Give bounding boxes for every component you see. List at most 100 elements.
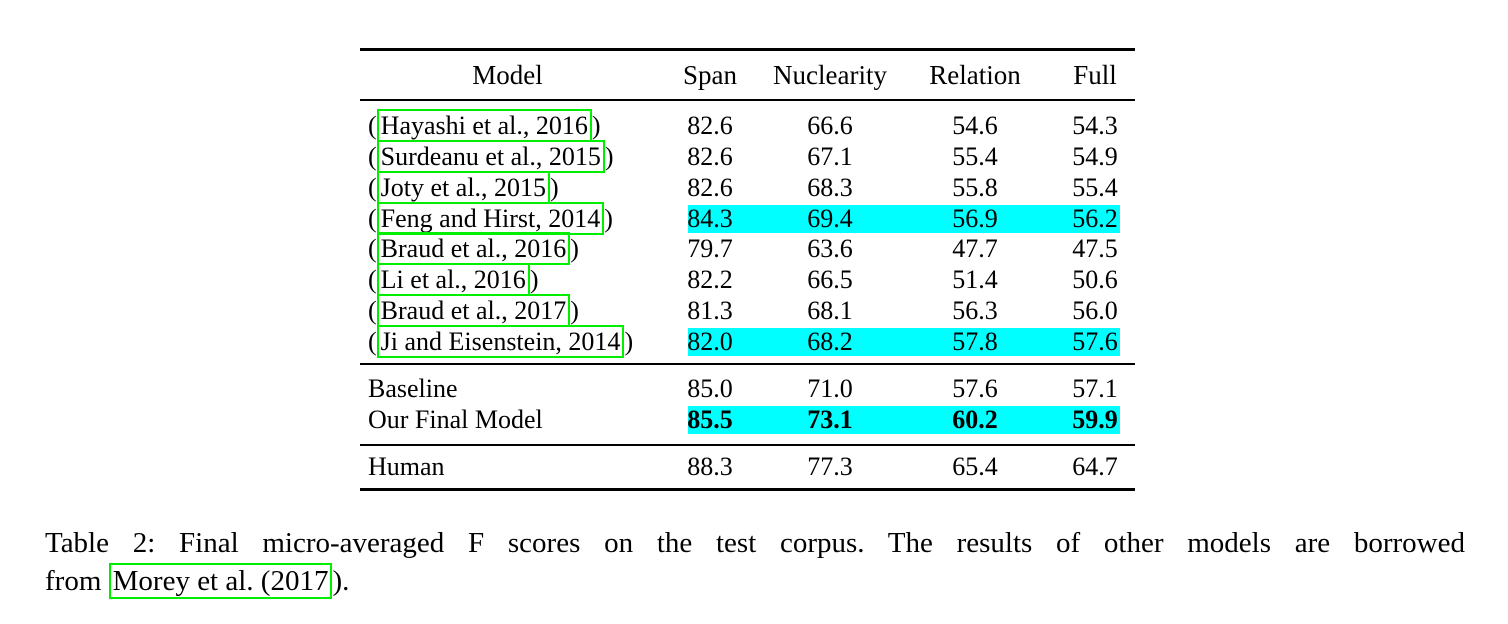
score-cell: 79.7 — [687, 234, 733, 264]
model-cell: Baseline — [368, 374, 458, 404]
score-cell: 69.4 — [807, 203, 853, 233]
score-cells: 85.5 73.1 60.2 59.9 — [655, 405, 1135, 435]
score-cells: 88.3 77.3 65.4 64.7 — [655, 452, 1135, 482]
score-cell: 71.0 — [807, 374, 853, 404]
header-span: Span — [683, 59, 737, 90]
model-cell: Our Final Model — [368, 405, 543, 435]
citation-link[interactable]: Braud et al., 2017 — [376, 293, 571, 327]
score-cell: 57.6 — [952, 374, 998, 404]
score-cell: 47.7 — [952, 234, 998, 264]
score-cells: 84.3 69.4 56.9 56.2 — [655, 204, 1135, 234]
score-cell: 82.0 — [687, 326, 733, 356]
model-cell: (Li et al., 2016) — [368, 263, 539, 297]
table-row: (Braud et al., 2016) 79.7 63.6 47.7 47.5 — [360, 232, 1135, 266]
score-cell: 55.8 — [952, 172, 998, 202]
score-cell: 55.4 — [952, 142, 998, 172]
table-row: Our Final Model 85.5 73.1 60.2 59.9 — [360, 405, 1135, 436]
table-group-human: Human 88.3 77.3 65.4 64.7 — [360, 446, 1135, 489]
score-cells: 82.2 66.5 51.4 50.6 — [655, 265, 1135, 295]
score-cell: 73.1 — [807, 405, 853, 435]
score-cell: 47.5 — [1072, 234, 1118, 264]
citation-link[interactable]: Joty et al., 2015 — [376, 170, 551, 204]
table-row: (Joty et al., 2015) 82.6 68.3 55.8 55.4 — [360, 170, 1135, 204]
citation-link[interactable]: Surdeanu et al., 2015 — [376, 140, 605, 174]
model-cell: (Ji and Eisenstein, 2014) — [368, 324, 634, 358]
score-cell: 54.6 — [952, 111, 998, 141]
results-table: Model Span Nuclearity Relation Full (Hay… — [360, 48, 1135, 492]
table-bottom-rule — [360, 488, 1135, 492]
model-cell: (Braud et al., 2016) — [368, 232, 579, 266]
score-cell: 54.9 — [1072, 142, 1118, 172]
score-cell: 88.3 — [687, 451, 733, 481]
header-relation: Relation — [929, 59, 1021, 90]
model-cell: (Surdeanu et al., 2015) — [368, 140, 614, 174]
group-separator-rule — [360, 443, 1135, 446]
score-cell: 81.3 — [687, 295, 733, 325]
citation-link[interactable]: Feng and Hirst, 2014 — [376, 201, 605, 235]
table-caption: Table 2: Final micro-averaged F scores o… — [45, 524, 1465, 600]
header-nuclearity: Nuclearity — [773, 59, 887, 90]
score-cell: 85.0 — [687, 374, 733, 404]
score-cell: 82.6 — [687, 142, 733, 172]
citation-link[interactable]: Hayashi et al., 2016 — [376, 109, 592, 143]
score-cells: 82.0 68.2 57.8 57.6 — [655, 327, 1135, 357]
score-cell: 63.6 — [807, 234, 853, 264]
citation-link-morey-2017[interactable]: Morey et al. (2017 — [108, 563, 333, 599]
score-cell: 66.5 — [807, 265, 853, 295]
score-cell: 57.6 — [1072, 326, 1118, 356]
score-cells: 81.3 68.1 56.3 56.0 — [655, 296, 1135, 326]
score-cell: 50.6 — [1072, 265, 1118, 295]
caption-line2-suffix: ). — [332, 565, 350, 597]
score-cells: 79.7 63.6 47.7 47.5 — [655, 234, 1135, 264]
score-cell: 64.7 — [1072, 451, 1118, 481]
caption-line-2: from Morey et al. (2017). — [45, 562, 1465, 600]
table-top-rule — [360, 48, 1135, 51]
score-cells: 82.6 66.6 54.6 54.3 — [655, 111, 1135, 141]
score-cell: 57.8 — [952, 326, 998, 356]
score-cells: 82.6 68.3 55.8 55.4 — [655, 173, 1135, 203]
table-row: (Braud et al., 2017) 81.3 68.1 56.3 56.0 — [360, 293, 1135, 327]
model-cell: (Hayashi et al., 2016) — [368, 109, 601, 143]
caption-line-1: Table 2: Final micro-averaged F scores o… — [45, 527, 1465, 559]
score-cell: 82.6 — [687, 111, 733, 141]
header-model: Model — [472, 59, 543, 90]
score-cell: 56.2 — [1072, 203, 1118, 233]
table-header-row: Model Span Nuclearity Relation Full — [360, 51, 1135, 99]
score-cell: 65.4 — [952, 451, 998, 481]
score-cell: 55.4 — [1072, 172, 1118, 202]
score-cell: 54.3 — [1072, 111, 1118, 141]
score-cell: 82.6 — [687, 172, 733, 202]
score-cell: 60.2 — [952, 405, 998, 435]
model-cell: (Braud et al., 2017) — [368, 293, 579, 327]
citation-link[interactable]: Li et al., 2016 — [376, 263, 530, 297]
table-row: (Hayashi et al., 2016) 82.6 66.6 54.6 54.3 — [360, 109, 1135, 143]
table-row: (Li et al., 2016) 82.2 66.5 51.4 50.6 — [360, 263, 1135, 297]
citation-link[interactable]: Braud et al., 2016 — [376, 232, 571, 266]
score-cell: 68.2 — [807, 326, 853, 356]
score-cell: 82.2 — [687, 265, 733, 295]
score-cell: 51.4 — [952, 265, 998, 295]
score-cell: 84.3 — [687, 203, 733, 233]
score-cell: 56.3 — [952, 295, 998, 325]
score-cell: 56.0 — [1072, 295, 1118, 325]
citation-link[interactable]: Ji and Eisenstein, 2014 — [376, 324, 625, 358]
table-group-cited-models: (Hayashi et al., 2016) 82.6 66.6 54.6 54.3(S… — [360, 101, 1135, 363]
table-row: Human 88.3 77.3 65.4 64.7 — [360, 452, 1135, 483]
header-separator-rule — [360, 99, 1135, 101]
score-cell: 68.1 — [807, 295, 853, 325]
score-cell: 59.9 — [1072, 405, 1118, 435]
score-cell: 66.6 — [807, 111, 853, 141]
table-row: (Feng and Hirst, 2014) 84.3 69.4 56.9 56.2 — [360, 201, 1135, 235]
table-row: (Surdeanu et al., 2015) 82.6 67.1 55.4 54.9 — [360, 140, 1135, 174]
header-full: Full — [1073, 59, 1117, 90]
score-cell: 67.1 — [807, 142, 853, 172]
table-row: Baseline 85.0 71.0 57.6 57.1 — [360, 374, 1135, 405]
score-cell: 57.1 — [1072, 374, 1118, 404]
model-cell: Human — [368, 451, 445, 481]
score-cells: 82.6 67.1 55.4 54.9 — [655, 142, 1135, 172]
score-cell: 68.3 — [807, 172, 853, 202]
model-cell: (Joty et al., 2015) — [368, 170, 559, 204]
score-cells: 85.0 71.0 57.6 57.1 — [655, 374, 1135, 404]
group-separator-rule — [360, 363, 1135, 365]
table-group-our-models: Baseline 85.0 71.0 57.6 57.1 Our Final Model 8… — [360, 365, 1135, 444]
